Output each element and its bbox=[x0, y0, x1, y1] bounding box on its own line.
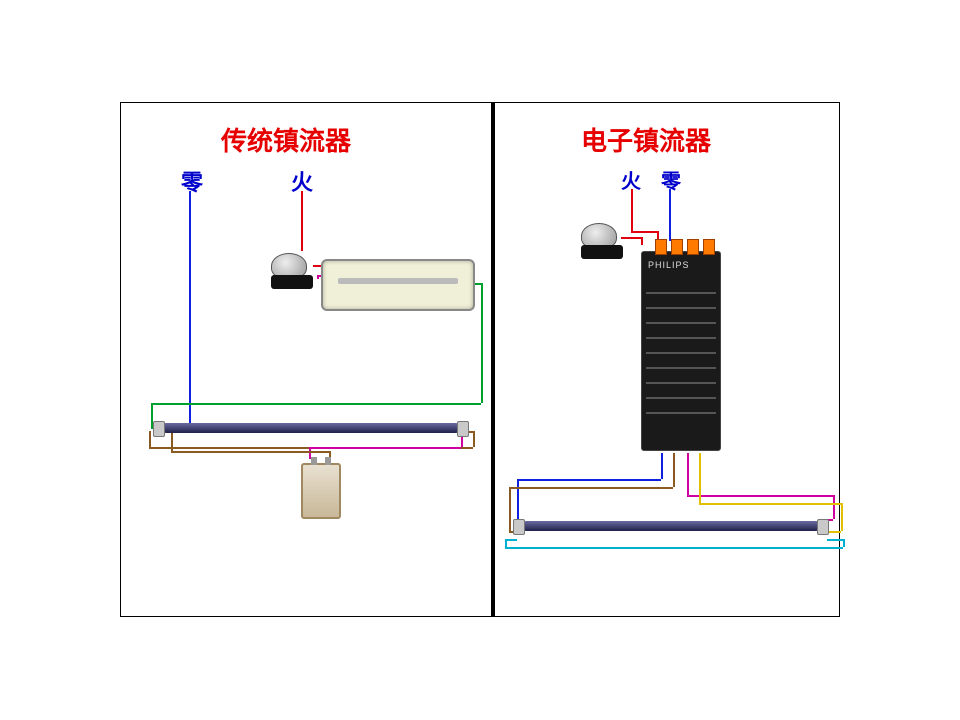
right-wire-1-0 bbox=[669, 189, 671, 241]
right-wire-6-1 bbox=[699, 503, 841, 505]
ballast-stripe bbox=[646, 322, 716, 324]
title-left: 传统镇流器 bbox=[221, 121, 351, 158]
right-wire-0-1 bbox=[631, 231, 657, 233]
ballast-stripe bbox=[646, 292, 716, 294]
title-right: 电子镇流器 bbox=[581, 121, 711, 158]
left-wire-0-0 bbox=[189, 191, 191, 425]
right-wire-6-2 bbox=[841, 503, 843, 531]
ballast-terminal-icon bbox=[671, 239, 683, 255]
right-wire-0-0 bbox=[631, 189, 633, 231]
ballast-stripe bbox=[646, 352, 716, 354]
ballast-terminal-icon bbox=[655, 239, 667, 255]
ballast-stripe bbox=[646, 367, 716, 369]
right-wire-4-1 bbox=[509, 487, 673, 489]
right-wire-5-0 bbox=[687, 453, 689, 495]
right-switch-icon bbox=[581, 223, 623, 259]
left-switch-icon bbox=[271, 253, 313, 289]
diagram-area: 传统镇流器电子镇流器零火火零PHILIPS bbox=[120, 102, 840, 617]
ballast-stripe bbox=[646, 307, 716, 309]
right-wire-3-2 bbox=[517, 479, 519, 519]
right-wire-2-0 bbox=[621, 237, 641, 239]
left-wire-4-2 bbox=[151, 403, 481, 405]
ballast-stripe bbox=[646, 397, 716, 399]
left-fluorescent-tube-icon bbox=[161, 423, 461, 433]
left-wire-5-1 bbox=[317, 275, 319, 279]
left-wire-7-1 bbox=[309, 447, 461, 449]
ballast-stripe bbox=[646, 337, 716, 339]
label-left_neutral: 零 bbox=[181, 165, 203, 197]
ballast-stripe bbox=[646, 412, 716, 414]
right-wire-7-4 bbox=[827, 539, 843, 541]
right-wire-6-3 bbox=[827, 531, 841, 533]
left-wire-4-1 bbox=[481, 283, 483, 403]
right-wire-3-1 bbox=[517, 479, 661, 481]
right-wire-4-0 bbox=[673, 453, 675, 487]
right-wire-2-1 bbox=[641, 237, 643, 245]
left-starter-icon bbox=[301, 463, 341, 519]
left-wire-2-0 bbox=[301, 191, 303, 251]
left-wire-8-1 bbox=[171, 451, 329, 453]
left-wire-6-3 bbox=[149, 431, 151, 447]
stage: 传统镇流器电子镇流器零火火零PHILIPS bbox=[0, 0, 960, 720]
right-wire-6-0 bbox=[699, 453, 701, 503]
switch-base bbox=[271, 275, 313, 289]
left-wire-6-1 bbox=[473, 431, 475, 447]
right-wire-7-3 bbox=[843, 539, 845, 547]
right-wire-5-1 bbox=[687, 495, 833, 497]
label-right_neutral: 零 bbox=[661, 165, 681, 194]
switch-base bbox=[581, 245, 623, 259]
left-magnetic-ballast-icon bbox=[321, 259, 475, 311]
ballast-brand-label: PHILIPS bbox=[648, 260, 690, 270]
ballast-stripe bbox=[646, 382, 716, 384]
right-wire-4-2 bbox=[509, 487, 511, 531]
ballast-terminal-icon bbox=[687, 239, 699, 255]
vertical-divider bbox=[491, 103, 495, 616]
right-wire-3-0 bbox=[661, 453, 663, 479]
right-electronic-ballast-icon: PHILIPS bbox=[641, 251, 721, 451]
ballast-terminal-icon bbox=[703, 239, 715, 255]
right-wire-5-2 bbox=[833, 495, 835, 519]
right-fluorescent-tube-icon bbox=[521, 521, 821, 531]
left-wire-8-2 bbox=[171, 433, 173, 451]
right-wire-7-2 bbox=[505, 547, 843, 549]
right-wire-7-1 bbox=[505, 539, 507, 547]
